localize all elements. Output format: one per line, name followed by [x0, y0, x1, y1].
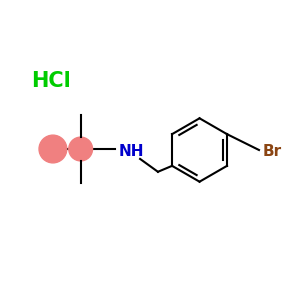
Circle shape — [69, 137, 92, 161]
Circle shape — [39, 135, 67, 163]
Text: Br: Br — [263, 145, 282, 160]
Text: NH: NH — [118, 145, 144, 160]
Text: HCl: HCl — [31, 70, 71, 91]
